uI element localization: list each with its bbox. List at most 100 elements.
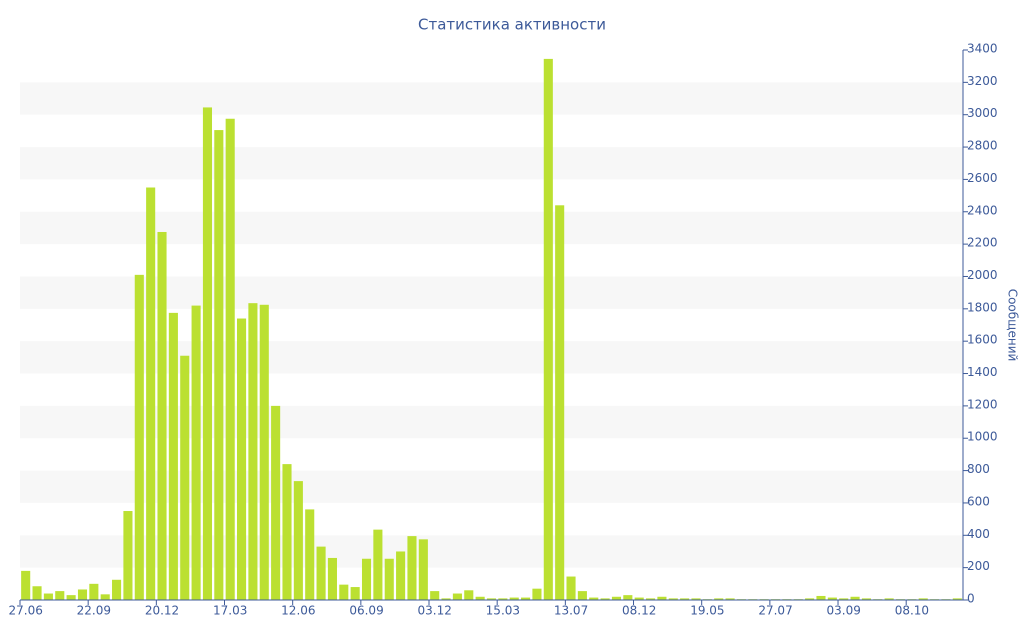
bar bbox=[646, 598, 656, 600]
x-tick-label: 13.07 bbox=[554, 604, 588, 618]
bar bbox=[884, 598, 894, 600]
grid-band bbox=[20, 147, 963, 180]
bar bbox=[180, 355, 190, 600]
bar bbox=[316, 546, 326, 600]
bar bbox=[725, 598, 735, 600]
grid-band bbox=[20, 211, 963, 245]
y-tick-label: 1400 bbox=[967, 365, 998, 379]
bar bbox=[237, 318, 247, 600]
y-tick-label: 2800 bbox=[967, 139, 998, 153]
bar bbox=[100, 594, 110, 600]
y-tick-label: 3400 bbox=[967, 42, 998, 56]
bar bbox=[918, 598, 928, 600]
y-tick-label: 3000 bbox=[967, 106, 998, 120]
y-axis-label: Сообщений bbox=[1006, 289, 1020, 362]
bar bbox=[225, 118, 235, 600]
bar bbox=[191, 305, 201, 600]
y-tick-label: 2200 bbox=[967, 236, 998, 250]
y-tick-label: 1600 bbox=[967, 333, 998, 347]
bar bbox=[680, 598, 690, 600]
y-tick-label: 2600 bbox=[967, 171, 998, 185]
bar bbox=[89, 583, 99, 600]
bar bbox=[498, 598, 508, 600]
x-tick-label: 19.05 bbox=[690, 604, 724, 618]
bar bbox=[168, 312, 178, 600]
bar bbox=[146, 187, 156, 600]
bar bbox=[464, 590, 474, 600]
bar bbox=[805, 598, 815, 600]
y-tick-label: 0 bbox=[967, 592, 975, 606]
x-tick-label: 27.07 bbox=[758, 604, 792, 618]
bar bbox=[952, 598, 962, 600]
y-tick-label: 400 bbox=[967, 527, 990, 541]
bar bbox=[21, 570, 31, 600]
bar bbox=[543, 58, 553, 601]
y-tick-label: 1200 bbox=[967, 397, 998, 411]
bar bbox=[361, 558, 372, 600]
bar bbox=[418, 539, 428, 600]
bar bbox=[816, 595, 826, 600]
bar bbox=[66, 595, 76, 600]
bar bbox=[214, 130, 224, 600]
bar bbox=[339, 584, 349, 600]
bar bbox=[521, 597, 531, 600]
y-tick-label: 3200 bbox=[967, 74, 998, 88]
bar bbox=[839, 598, 849, 600]
bar bbox=[407, 536, 417, 600]
bar bbox=[714, 598, 724, 600]
bar bbox=[293, 481, 303, 600]
grid-band bbox=[20, 276, 963, 309]
bar bbox=[55, 591, 65, 600]
bar bbox=[657, 596, 667, 600]
bar bbox=[589, 597, 599, 600]
x-tick-label: 08.12 bbox=[622, 604, 656, 618]
bar bbox=[611, 596, 622, 600]
x-tick-label: 17.03 bbox=[213, 604, 247, 618]
bar bbox=[134, 274, 144, 600]
bar bbox=[623, 595, 633, 600]
bar bbox=[327, 557, 337, 600]
bar bbox=[384, 558, 394, 600]
bar bbox=[486, 598, 497, 600]
bar bbox=[77, 589, 88, 600]
y-tick-label: 1000 bbox=[967, 430, 998, 444]
x-tick-label: 15.03 bbox=[486, 604, 520, 618]
bar bbox=[668, 598, 678, 600]
bar bbox=[634, 597, 644, 600]
bar bbox=[271, 405, 281, 600]
bar bbox=[475, 596, 485, 600]
bar bbox=[202, 107, 213, 601]
bar bbox=[350, 587, 360, 600]
grid-band bbox=[20, 82, 963, 115]
bar bbox=[827, 597, 837, 600]
x-tick-label: 20.12 bbox=[145, 604, 179, 618]
chart-title: Статистика активности bbox=[418, 16, 606, 34]
y-tick-label: 200 bbox=[967, 559, 990, 573]
x-tick-label: 06.09 bbox=[349, 604, 383, 618]
bar bbox=[566, 576, 576, 600]
bar bbox=[123, 511, 133, 600]
bar bbox=[850, 596, 860, 600]
bar bbox=[452, 593, 462, 600]
bar bbox=[157, 231, 167, 600]
bar bbox=[441, 598, 451, 600]
bar bbox=[112, 579, 122, 600]
x-tick-label: 27.06 bbox=[9, 604, 43, 618]
x-tick-label: 03.12 bbox=[418, 604, 452, 618]
bar bbox=[248, 303, 258, 600]
y-tick-label: 2400 bbox=[967, 203, 998, 217]
bar bbox=[396, 551, 406, 600]
bar bbox=[373, 529, 383, 600]
y-tick-label: 2000 bbox=[967, 268, 998, 282]
bar bbox=[577, 591, 587, 600]
bar bbox=[259, 304, 269, 600]
x-tick-label: 08.10 bbox=[895, 604, 929, 618]
bar bbox=[305, 509, 315, 600]
bar bbox=[600, 598, 610, 600]
bar bbox=[43, 593, 53, 600]
bar bbox=[861, 598, 871, 600]
x-tick-label: 03.09 bbox=[827, 604, 861, 618]
y-tick-label: 1800 bbox=[967, 300, 998, 314]
bar bbox=[509, 597, 519, 600]
